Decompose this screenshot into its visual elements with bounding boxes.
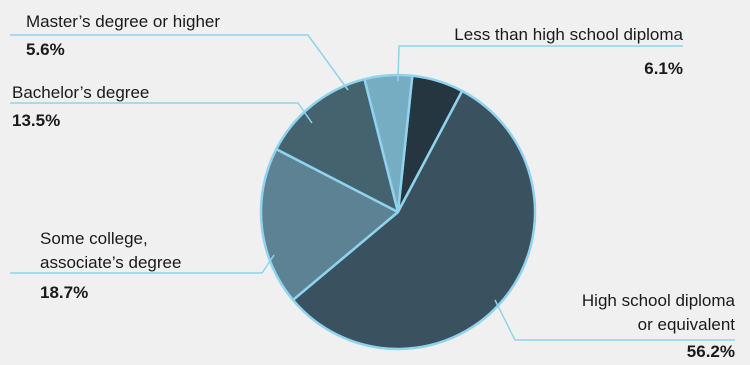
slice-label: High school diploma xyxy=(582,291,736,310)
slice-label: associate’s degree xyxy=(40,253,181,272)
slice-value-label: 56.2% xyxy=(687,342,735,361)
pie-slices xyxy=(259,73,537,351)
slice-value-label: 18.7% xyxy=(40,283,88,302)
leader-line xyxy=(397,45,683,82)
pie-slice xyxy=(363,73,414,214)
slice-label: Some college, xyxy=(40,229,148,248)
pie-labels: Less than high school diploma 6.1% High sc… xyxy=(10,12,736,361)
pie-slice xyxy=(259,147,400,302)
slice-label: or equivalent xyxy=(638,315,736,334)
leader-line xyxy=(10,254,275,274)
slice-label: Less than high school diploma xyxy=(454,25,683,44)
leader-line xyxy=(494,299,735,341)
slice-value-label: 5.6% xyxy=(26,40,65,59)
pie-slice xyxy=(291,89,537,351)
slice-value-label: 6.1% xyxy=(644,59,683,78)
pie-slice xyxy=(275,77,400,214)
slice-label: Bachelor’s degree xyxy=(12,83,149,102)
leader-line xyxy=(10,102,313,124)
leader-line xyxy=(10,34,349,91)
slice-value-label: 13.5% xyxy=(12,111,60,130)
slice-label: Master’s degree or higher xyxy=(26,12,220,31)
